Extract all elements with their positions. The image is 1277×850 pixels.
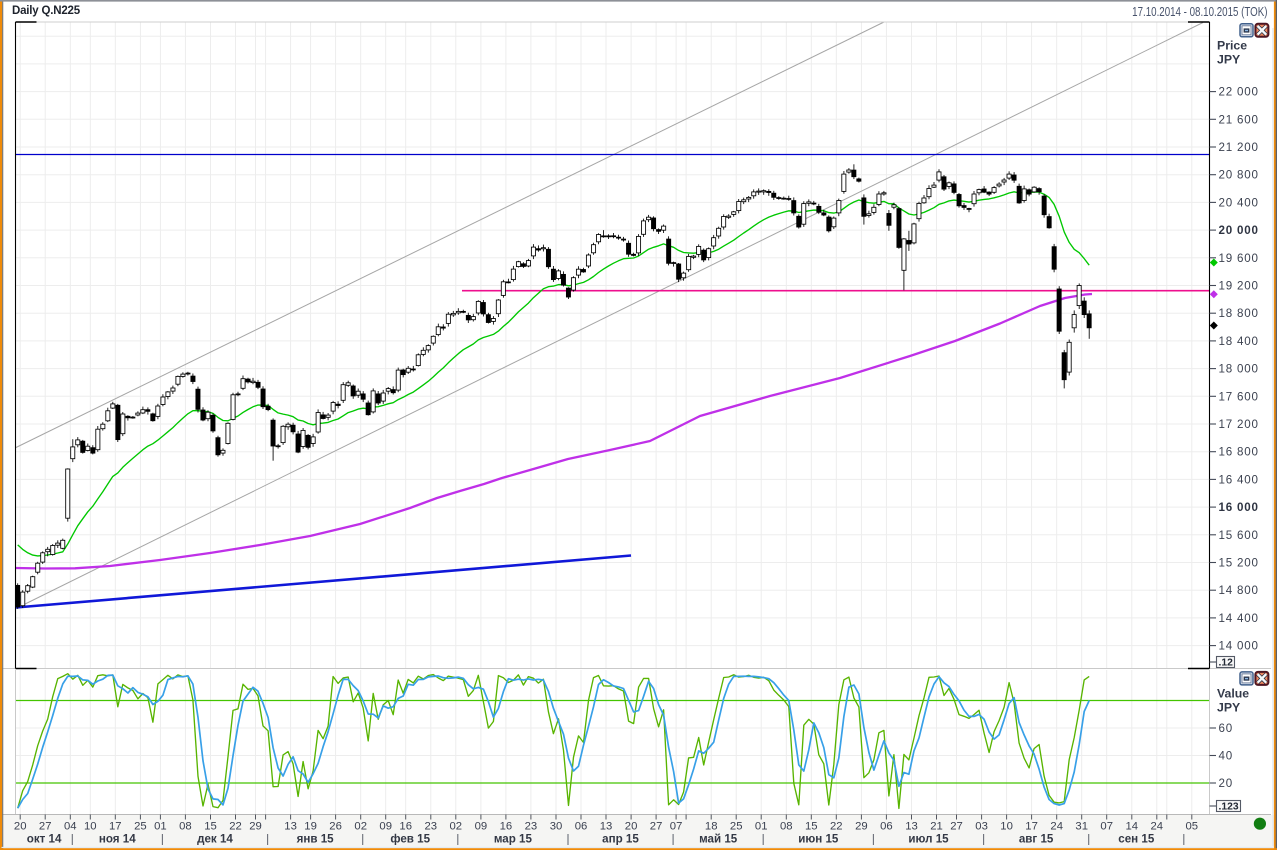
svg-text:13: 13	[905, 821, 918, 833]
svg-text:22: 22	[830, 821, 843, 833]
svg-text:06: 06	[880, 821, 893, 833]
svg-text:17 200: 17 200	[1219, 418, 1259, 431]
svg-text:Price: Price	[1217, 39, 1247, 53]
svg-text:25: 25	[730, 821, 743, 833]
svg-text:31: 31	[1075, 821, 1088, 833]
svg-text:05: 05	[1186, 821, 1199, 833]
svg-text:JPY: JPY	[1217, 53, 1240, 67]
svg-text:29: 29	[855, 821, 868, 833]
svg-text:08: 08	[780, 821, 793, 833]
svg-text:19: 19	[304, 821, 317, 833]
svg-text:09: 09	[379, 821, 392, 833]
svg-text:27: 27	[650, 821, 663, 833]
svg-text:фев 15: фев 15	[390, 833, 430, 846]
svg-text:02: 02	[450, 821, 463, 833]
svg-text:19 600: 19 600	[1219, 252, 1259, 265]
svg-text:16: 16	[399, 821, 412, 833]
svg-text:20: 20	[14, 821, 27, 833]
svg-text:06: 06	[575, 821, 588, 833]
svg-text:16 000: 16 000	[1219, 501, 1259, 514]
svg-text:.12: .12	[1219, 658, 1234, 669]
svg-text:22: 22	[229, 821, 242, 833]
svg-text:18 800: 18 800	[1219, 307, 1259, 320]
svg-text:ноя 14: ноя 14	[99, 833, 136, 846]
svg-text:16 400: 16 400	[1219, 473, 1259, 486]
svg-text:01: 01	[154, 821, 167, 833]
svg-text:02: 02	[354, 821, 367, 833]
svg-text:дек 14: дек 14	[197, 833, 233, 846]
svg-text:15: 15	[204, 821, 217, 833]
svg-text:18: 18	[705, 821, 718, 833]
svg-text:14 800: 14 800	[1219, 584, 1259, 597]
svg-text:29: 29	[249, 821, 262, 833]
svg-text:09: 09	[475, 821, 488, 833]
svg-text:03: 03	[975, 821, 988, 833]
svg-text:60: 60	[1219, 722, 1234, 735]
svg-text:23: 23	[425, 821, 438, 833]
svg-text:25: 25	[134, 821, 147, 833]
svg-text:20: 20	[1219, 777, 1234, 790]
svg-text:20: 20	[625, 821, 638, 833]
svg-text:24: 24	[1151, 821, 1164, 833]
svg-text:10: 10	[84, 821, 97, 833]
svg-text:21 200: 21 200	[1219, 141, 1259, 154]
svg-text:май 15: май 15	[699, 833, 738, 846]
svg-text:24: 24	[1050, 821, 1063, 833]
svg-text:40: 40	[1219, 750, 1234, 763]
svg-text:авг 15: авг 15	[1019, 833, 1054, 846]
svg-text:.123: .123	[1219, 802, 1239, 813]
svg-text:01: 01	[755, 821, 768, 833]
svg-text:19 200: 19 200	[1219, 280, 1259, 293]
svg-text:27: 27	[39, 821, 52, 833]
svg-text:17: 17	[109, 821, 122, 833]
svg-text:21 600: 21 600	[1219, 113, 1259, 126]
svg-text:JPY: JPY	[1217, 701, 1240, 715]
svg-text:14 000: 14 000	[1219, 640, 1259, 653]
svg-text:20 400: 20 400	[1219, 196, 1259, 209]
svg-text:15: 15	[805, 821, 818, 833]
svg-text:22 000: 22 000	[1219, 86, 1259, 99]
svg-text:23: 23	[525, 821, 538, 833]
svg-text:26: 26	[329, 821, 342, 833]
svg-text:10: 10	[1000, 821, 1013, 833]
svg-text:мар 15: мар 15	[494, 833, 533, 846]
svg-text:16 800: 16 800	[1219, 446, 1259, 459]
svg-text:Value: Value	[1217, 687, 1249, 701]
svg-text:08: 08	[179, 821, 192, 833]
svg-text:20 800: 20 800	[1219, 169, 1259, 182]
svg-text:20 000: 20 000	[1219, 224, 1259, 237]
svg-text:15 200: 15 200	[1219, 557, 1259, 570]
svg-text:13: 13	[284, 821, 297, 833]
svg-text:04: 04	[64, 821, 77, 833]
svg-text:14 400: 14 400	[1219, 612, 1259, 625]
svg-text:июл 15: июл 15	[908, 833, 949, 846]
svg-text:07: 07	[670, 821, 683, 833]
svg-text:07: 07	[1100, 821, 1113, 833]
svg-text:17: 17	[1025, 821, 1038, 833]
svg-text:18 400: 18 400	[1219, 335, 1259, 348]
svg-text:окт 14: окт 14	[27, 833, 62, 846]
svg-text:сен 15: сен 15	[1118, 833, 1155, 846]
svg-text:27: 27	[950, 821, 963, 833]
svg-text:янв 15: янв 15	[297, 833, 335, 846]
svg-text:16: 16	[500, 821, 513, 833]
svg-text:13: 13	[600, 821, 613, 833]
svg-text:июн 15: июн 15	[798, 833, 839, 846]
svg-text:21: 21	[930, 821, 943, 833]
svg-text:14: 14	[1126, 821, 1139, 833]
svg-text:30: 30	[550, 821, 563, 833]
svg-text:17 600: 17 600	[1219, 390, 1259, 403]
svg-text:18 000: 18 000	[1219, 363, 1259, 376]
svg-text:апр 15: апр 15	[602, 833, 639, 846]
svg-text:15 600: 15 600	[1219, 529, 1259, 542]
